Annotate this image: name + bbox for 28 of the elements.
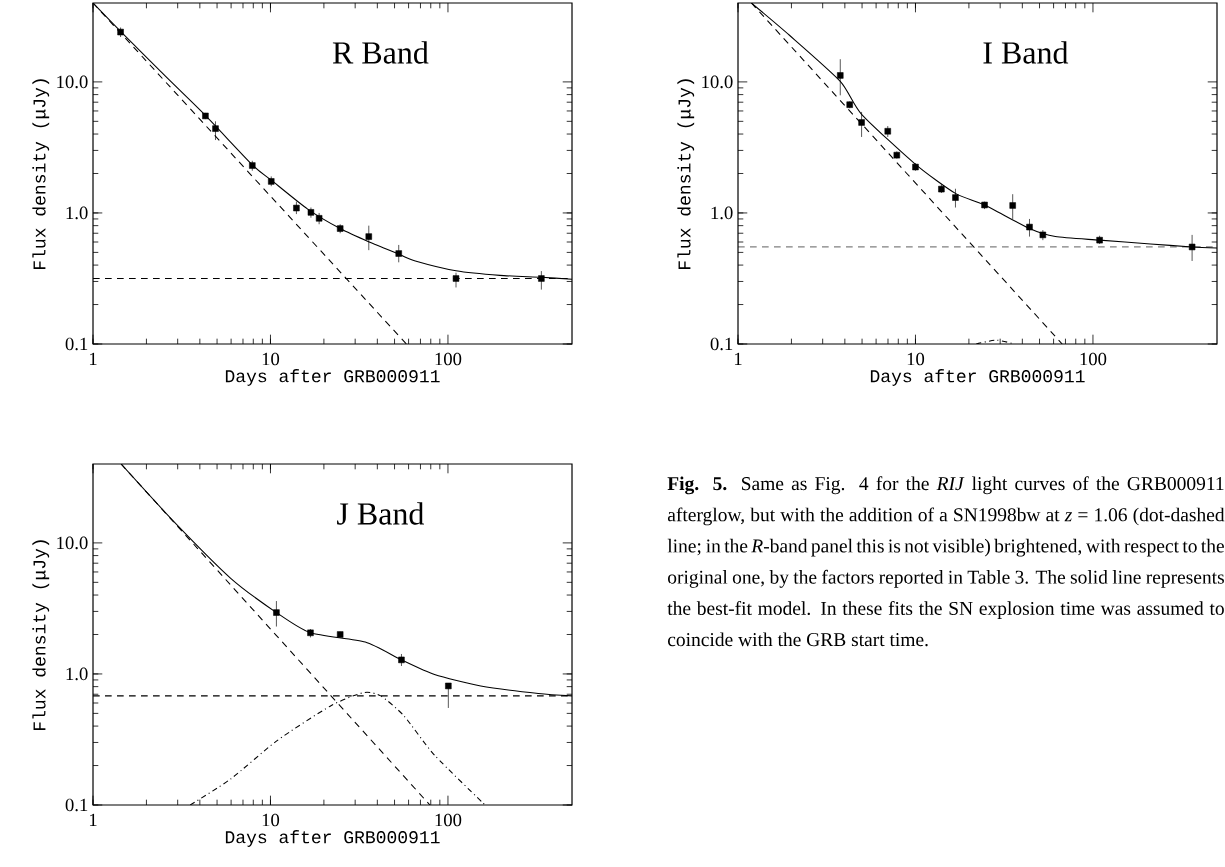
x-tick-label: 100 — [435, 813, 462, 827]
x-tick-label: 10 — [907, 352, 925, 366]
x-tick-label: 100 — [1080, 352, 1107, 366]
x-tick-label: 10 — [262, 813, 280, 827]
y-tick-label: 10.0 — [57, 75, 88, 89]
y-axis-title: Flux density (μJy) — [32, 79, 50, 269]
x-tick-label: 10 — [262, 352, 280, 366]
x-axis-title: Days after GRB000911 — [225, 830, 440, 847]
y-tick-label: 0.1 — [65, 337, 88, 351]
y-tick-label: 10.0 — [57, 536, 88, 550]
text: J Band — [337, 502, 425, 525]
text: I Band — [983, 41, 1069, 64]
y-tick-label: 0.1 — [65, 798, 88, 812]
x-tick-label: 100 — [435, 352, 462, 366]
y-axis-title: Flux density (μJy) — [32, 540, 50, 730]
y-tick-label: 0.1 — [710, 337, 733, 351]
y-tick-label: 10.0 — [702, 75, 733, 89]
y-axis-title: Flux density (μJy) — [677, 79, 695, 269]
y-tick-label: 1.0 — [66, 667, 88, 681]
x-axis-title: Days after GRB000911 — [225, 369, 440, 386]
x-tick-label: 1 — [734, 352, 742, 366]
x-tick-label: 1 — [89, 813, 97, 827]
y-tick-label: 1.0 — [711, 206, 733, 220]
text: Fig. 5. Same as Fig. 4 for the RIJ light curves of the GRB000911 afterglow, but with the addition of a SN1998bw at z = 1.06 (dot-dashed line; in the R-band panel this is not visible) brightened, with respect to the original one, by the factors reported in Table 3. The solid line represents the best-fit model. In these fits the SN explosion time was assumed to coincide with the GRB start time. — [667, 476, 1225, 647]
x-axis-title: Days after GRB000911 — [870, 369, 1085, 386]
text: R Band — [332, 41, 429, 64]
x-tick-label: 1 — [89, 352, 97, 366]
y-tick-label: 1.0 — [66, 206, 88, 220]
